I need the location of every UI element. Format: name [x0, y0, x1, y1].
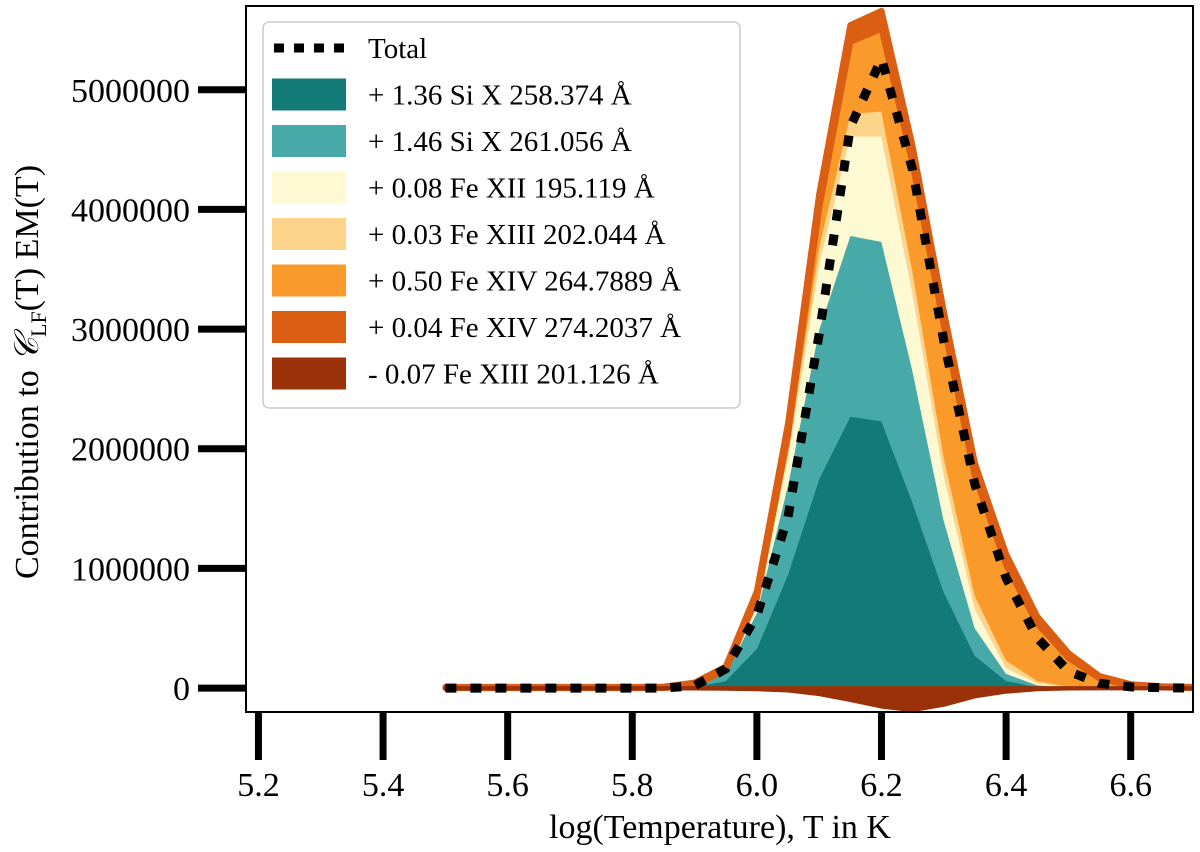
y-axis-label: Contribution to 𝒞LF(T) EM(T) [9, 165, 51, 579]
legend-swatch [272, 78, 346, 111]
y-tick-label: 0 [173, 671, 190, 708]
x-tick-label: 6.2 [860, 767, 903, 804]
legend-label: + 1.46 Si X 261.056 Å [368, 126, 632, 158]
legend-swatch [272, 218, 346, 250]
x-tick-label: 5.8 [611, 767, 654, 804]
x-tick-label: 6.4 [985, 767, 1028, 804]
y-tick-label: 5000000 [71, 73, 190, 110]
x-tick-label: 6.6 [1109, 767, 1152, 804]
area-series-negative [443, 686, 1193, 712]
legend-label: + 0.08 Fe XII 195.119 Å [368, 173, 655, 205]
plot-frame [245, 5, 1194, 713]
y-tick-label: 1000000 [71, 551, 190, 588]
x-tick-label: 5.2 [237, 767, 280, 804]
y-tick-label: 3000000 [71, 312, 190, 349]
legend-swatch [272, 171, 346, 204]
total-line-layer [445, 45, 1193, 693]
x-tick-label: 5.6 [486, 767, 529, 804]
legend-label: + 0.03 Fe XIII 202.044 Å [368, 219, 666, 251]
legend-swatch [272, 311, 346, 343]
x-tick-label: 5.4 [362, 767, 405, 804]
x-axis-ticks: 5.2 5.4 5.6 5.8 6.0 6.2 6.4 6.6 [237, 712, 1152, 804]
x-tick-label: 6.0 [736, 767, 779, 804]
y-axis-ticks: 0 1000000 2000000 3000000 4000000 5000000 [71, 73, 246, 708]
legend: Total + 1.36 Si X 258.374 Å + 1.46 Si X 26… [262, 21, 741, 409]
y-axis-label-prefix: Contribution to [9, 362, 46, 579]
legend-swatch [272, 357, 346, 390]
y-tick-label: 4000000 [71, 192, 190, 229]
legend-label: + 0.04 Fe XIV 274.2037 Å [368, 312, 681, 344]
x-axis-label: log(Temperature), T in K [549, 809, 891, 846]
legend-box [262, 21, 741, 409]
legend-label: Total [368, 33, 427, 65]
y-axis-label-subscript: LF [26, 311, 51, 337]
y-axis-label-suffix: (T) EM(T) [9, 165, 46, 311]
y-tick-label: 2000000 [71, 432, 190, 469]
legend-swatch [272, 264, 346, 297]
legend-label: - 0.07 Fe XIII 201.126 Å [368, 359, 659, 391]
legend-label: + 0.50 Fe XIV 264.7889 Å [368, 266, 681, 298]
legend-label: + 1.36 Si X 258.374 Å [368, 80, 632, 112]
total-line [445, 45, 1193, 693]
legend-swatch [272, 125, 346, 157]
